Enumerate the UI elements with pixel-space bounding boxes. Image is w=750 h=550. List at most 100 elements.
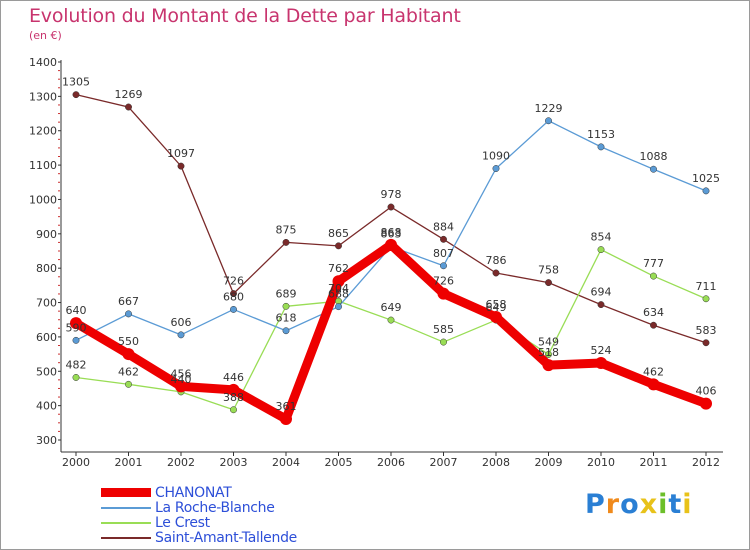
data-label: 590 [66,321,87,334]
data-point [650,165,657,173]
data-point [125,310,132,318]
data-label: 807 [433,247,454,260]
data-point [702,187,710,195]
data-label: 518 [538,346,559,359]
x-tick-label: 2009 [535,456,563,469]
data-label: 456 [171,367,192,380]
data-point [282,238,290,246]
data-label: 726 [433,275,454,288]
data-label: 762 [328,262,349,275]
data-label: 462 [118,365,139,378]
data-point [650,272,657,280]
data-label: 606 [171,316,192,329]
data-label: 618 [276,312,297,325]
legend-label: La Roche-Blanche [155,499,275,516]
logo-letter: t [668,489,683,520]
series-points [70,91,712,426]
x-tick-label: 2011 [640,456,668,469]
logo-letter: P [585,489,606,520]
x-tick-label: 2012 [692,456,720,469]
data-label: 361 [276,400,297,413]
data-label: 1305 [62,76,90,89]
data-label: 462 [643,365,664,378]
data-label: 585 [433,323,454,336]
data-label: 875 [276,223,297,236]
data-label: 406 [696,385,717,398]
y-tick-label: 1100 [29,159,57,172]
data-label: 649 [381,301,402,314]
data-point [542,359,555,372]
data-label: 689 [276,287,297,300]
logo-letter: i [658,489,669,520]
data-point [545,279,552,287]
data-point [385,238,397,251]
legend-swatch [101,506,151,509]
data-point [440,262,447,270]
logo-letter: r [605,489,621,520]
data-label: 667 [118,295,139,308]
data-label: 1090 [482,150,510,163]
data-label: 863 [381,228,402,241]
legend-swatch [101,521,151,524]
data-label: 640 [66,304,87,317]
data-point [492,165,500,172]
data-point [125,380,132,388]
data-label: 583 [696,324,717,337]
data-point [177,162,185,170]
data-point [335,303,342,311]
data-point [545,350,552,358]
data-point [70,317,82,330]
data-label: 1088 [640,150,668,163]
x-tick-label: 2004 [272,456,300,469]
y-tick-label: 1000 [29,193,57,206]
data-point [702,339,710,347]
data-point [437,287,450,300]
data-point [175,380,187,393]
data-point [177,331,185,339]
y-tick-label: 1400 [29,56,57,69]
data-label: 978 [381,188,402,201]
data-point [332,275,345,288]
legend-label: Le Crest [155,514,210,531]
data-point [72,336,80,344]
data-label: 777 [643,257,664,270]
logo-letter: o [620,489,640,520]
logo-letter: x [639,489,659,520]
data-point [230,305,237,313]
data-label: 704 [328,282,349,295]
data-point [387,316,395,324]
data-label: 868 [381,226,402,239]
chart-legend: CHANONAT La Roche-Blanche Le Crest Saint-Am… [101,485,297,546]
data-label: 524 [591,344,612,357]
data-labels: 1305 1269 1097 726 875 865 978 884 786 758 694 634 5… [62,76,720,413]
x-tick-label: 2008 [482,456,510,469]
data-label: 482 [66,358,87,371]
data-point [387,203,395,211]
data-point [700,397,712,410]
data-label: 786 [486,254,507,267]
data-label: 649 [486,301,507,314]
data-label: 634 [643,306,664,319]
data-label: 446 [223,371,244,384]
data-point [230,290,237,298]
y-tick-label: 900 [36,228,57,241]
legend-item: Saint-Amant-Tallende [101,530,297,546]
data-point [597,301,605,309]
legend-item: Le Crest [101,514,297,531]
legend-item: La Roche-Blanche [101,499,297,516]
data-point [440,235,447,243]
y-tick-label: 1200 [29,125,57,138]
data-point [490,310,502,323]
chart-subtitle: (en €) [29,29,62,42]
data-point [335,242,342,250]
y-tick-label: 700 [36,297,57,310]
y-tick-label: 600 [36,331,57,344]
data-point [230,406,237,414]
x-tick-label: 2006 [377,456,405,469]
data-point [280,413,292,426]
data-label: 658 [486,298,507,311]
y-tick-label: 300 [36,434,57,447]
legend-swatch [101,488,151,497]
data-label: 711 [696,280,717,293]
